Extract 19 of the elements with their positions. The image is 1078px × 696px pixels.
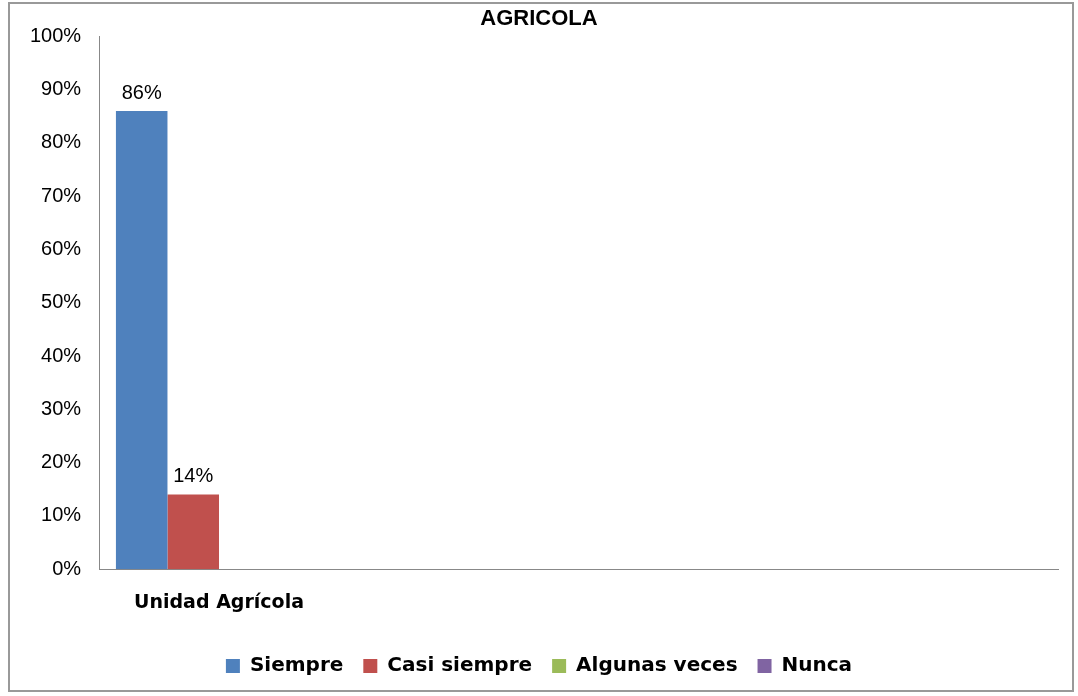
x-tick-label: Unidad Agrícola [134, 589, 304, 612]
y-tick-label: 20% [41, 450, 82, 473]
text: 86% [121, 80, 162, 103]
y-tick-label: 30% [41, 396, 82, 419]
legend-label: Siempre [249, 652, 344, 677]
legend-label: Casi siempre [387, 652, 533, 677]
text: 14% [173, 464, 214, 487]
y-tick-label: 50% [41, 290, 82, 313]
y-tick-label: 90% [41, 77, 82, 100]
y-tick-label: 10% [41, 503, 82, 526]
y-tick-label: 70% [41, 183, 82, 206]
y-tick-label: 80% [41, 130, 82, 153]
legend-label: Algunas veces [576, 652, 738, 677]
chart-title: AGRICOLA [480, 5, 598, 31]
y-tick-label: 0% [52, 556, 82, 579]
y-tick-label: 60% [41, 237, 82, 260]
legend-label: Nunca [781, 652, 853, 677]
y-tick-label: 40% [41, 343, 82, 366]
y-tick-label: 100% [30, 23, 82, 46]
